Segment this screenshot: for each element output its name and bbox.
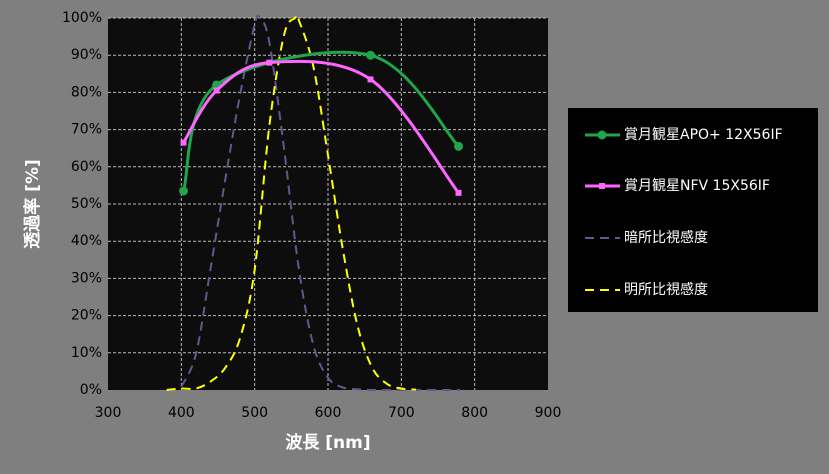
legend-label: 暗所比視感度 bbox=[624, 229, 708, 246]
y-axis-title: 透過率 [%] bbox=[22, 159, 43, 249]
series-line bbox=[166, 13, 417, 391]
x-tick-label: 700 bbox=[388, 405, 415, 421]
y-tick-label: 100% bbox=[62, 10, 102, 26]
y-tick-label: 50% bbox=[71, 196, 102, 212]
x-tick-label: 500 bbox=[241, 405, 268, 421]
y-tick-label: 30% bbox=[71, 270, 102, 286]
series-line bbox=[182, 59, 460, 194]
x-tick-label: 400 bbox=[168, 405, 195, 421]
x-tick-label: 600 bbox=[315, 405, 342, 421]
series-line bbox=[182, 50, 460, 192]
y-tick-label: 0% bbox=[80, 382, 102, 398]
x-axis-title: 波長 [nm] bbox=[285, 432, 370, 453]
data-point bbox=[179, 186, 189, 196]
legend-marker bbox=[599, 183, 605, 189]
data-point bbox=[366, 50, 376, 60]
data-point bbox=[367, 76, 374, 83]
x-tick-label: 300 bbox=[95, 405, 122, 421]
data-point bbox=[455, 189, 462, 196]
legend bbox=[568, 108, 818, 312]
legend-label: 賞月観星APO+ 12X56IF bbox=[624, 126, 783, 143]
x-tick-label: 800 bbox=[461, 405, 488, 421]
y-tick-label: 60% bbox=[71, 159, 102, 175]
data-point bbox=[266, 59, 273, 66]
y-tick-label: 90% bbox=[71, 47, 102, 63]
y-tick-label: 10% bbox=[71, 345, 102, 361]
y-tick-label: 20% bbox=[71, 308, 102, 324]
y-tick-label: 80% bbox=[71, 84, 102, 100]
data-point bbox=[213, 87, 220, 94]
series-line bbox=[180, 14, 460, 392]
data-point bbox=[454, 141, 464, 151]
legend-label: 明所比視感度 bbox=[624, 281, 708, 298]
data-point bbox=[180, 139, 187, 146]
legend-marker bbox=[597, 130, 607, 140]
legend-label: 賞月観星NFV 15X56IF bbox=[624, 177, 770, 194]
y-tick-label: 70% bbox=[71, 122, 102, 138]
x-tick-label: 900 bbox=[535, 405, 562, 421]
y-tick-label: 40% bbox=[71, 233, 102, 249]
